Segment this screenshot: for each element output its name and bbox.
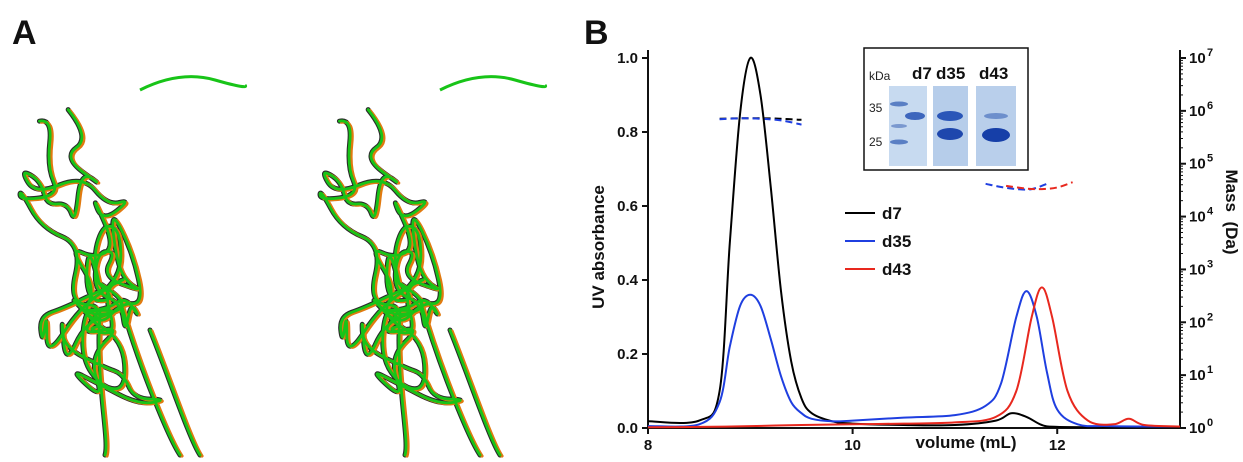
legend-label: d35: [882, 232, 911, 251]
y2-tick-exponent: 6: [1207, 100, 1213, 112]
y2-tick-exponent: 1: [1207, 364, 1213, 376]
ribbon-shadow: [317, 107, 503, 458]
y2-tick-exponent: 2: [1207, 311, 1213, 323]
ribbon-shadow: [17, 107, 203, 458]
gel-lane-d43: [976, 86, 1016, 166]
legend: d7 d35 d43: [845, 204, 911, 279]
y2-tick-label: 10: [1189, 103, 1206, 120]
gel-lane-label: d7: [912, 64, 932, 83]
x-axis-label: volume (mL): [915, 433, 1016, 452]
gel-lane-d35: [933, 86, 968, 166]
ribbon-tail: [139, 75, 248, 92]
y2-tick-label: 10: [1189, 420, 1206, 437]
mass-trace-d43: [1005, 181, 1073, 191]
panel-a-label: A: [12, 14, 37, 52]
y-tick-label: 0.0: [617, 420, 638, 437]
panel-b-label: B: [584, 14, 609, 52]
y-tick-label: 0.6: [617, 198, 638, 215]
y-tick-label: 0.2: [617, 346, 638, 363]
y2-tick-exponent: 0: [1207, 417, 1213, 429]
y-tick-label: 0.4: [617, 272, 639, 289]
gel-band: [905, 112, 925, 120]
gel-band: [891, 124, 907, 128]
y2-axis-label: Mass (Da): [1222, 169, 1241, 254]
uv-trace-d43: [647, 286, 1181, 429]
protein-structure-stereo-right: [317, 75, 548, 458]
gel-unit-label: kDa: [869, 69, 891, 83]
ribbon-green: [18, 108, 202, 457]
sds-page-inset: kDa d7 d35 d43 35 25: [863, 47, 1029, 171]
y-axis-label: UV absorbance: [589, 185, 608, 309]
y-tick-label: 1.0: [617, 50, 638, 67]
mass-trace-d35: [985, 182, 1048, 191]
ribbon-green: [318, 108, 502, 457]
y2-tick-label: 10: [1189, 314, 1206, 331]
y2-tick-label: 10: [1189, 50, 1206, 67]
y2-tick-exponent: 7: [1207, 47, 1213, 59]
y2-tick-exponent: 5: [1207, 153, 1213, 165]
gel-band: [982, 128, 1010, 142]
y2-tick-exponent: 3: [1207, 258, 1213, 270]
gel-band: [890, 139, 908, 145]
gel-band: [937, 111, 963, 121]
y2-tick-label: 10: [1189, 367, 1206, 384]
gel-lane-label: d43: [979, 64, 1008, 83]
mass-trace-d35: [719, 117, 802, 126]
gel-marker-label: 25: [869, 135, 883, 149]
gel-band: [984, 113, 1008, 119]
ribbon-tail: [439, 75, 548, 92]
gel-band: [890, 101, 908, 107]
x-tick-label: 8: [644, 437, 652, 454]
y2-tick-label: 10: [1189, 261, 1206, 278]
protein-structure-stereo-left: [17, 75, 248, 458]
legend-label: d7: [882, 204, 902, 223]
gel-band: [937, 128, 963, 140]
legend-label: d43: [882, 260, 911, 279]
gel-lane-label: d35: [936, 64, 965, 83]
y-tick-label: 0.8: [617, 124, 638, 141]
uv-traces: [647, 56, 1181, 429]
uv-trace-d35: [647, 290, 1181, 428]
uv-trace-d7: [647, 56, 1180, 429]
gel-marker-label: 35: [869, 101, 883, 115]
y2-tick-label: 10: [1189, 209, 1206, 226]
mass-traces: [719, 117, 1073, 191]
y2-tick-exponent: 4: [1207, 206, 1214, 218]
y2-tick-label: 10: [1189, 156, 1206, 173]
x-tick-label: 10: [844, 437, 861, 454]
x-tick-label: 12: [1049, 437, 1066, 454]
